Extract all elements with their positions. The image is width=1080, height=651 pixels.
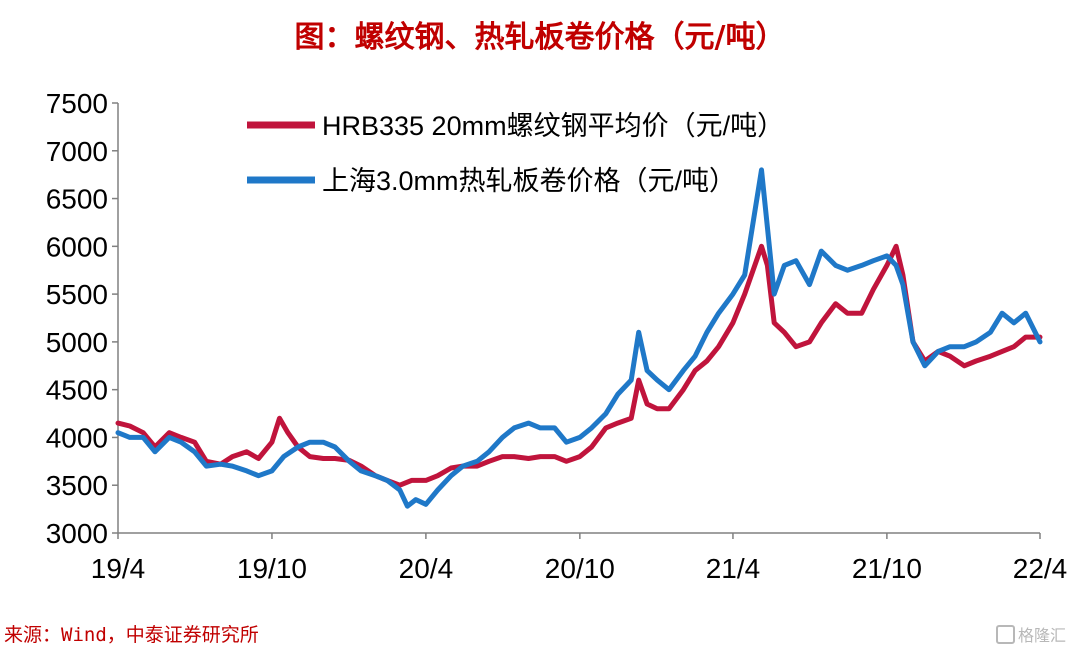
y-tick-label: 4500 bbox=[46, 375, 108, 406]
legend-label-hrc: 上海3.0mm热轧板卷价格（元/吨） bbox=[322, 166, 736, 196]
legend: HRB335 20mm螺纹钢平均价（元/吨） 上海3.0mm热轧板卷价格（元/吨） bbox=[247, 111, 784, 196]
y-tick-label: 7500 bbox=[46, 88, 108, 119]
watermark-text: 格隆汇 bbox=[1017, 626, 1066, 645]
series-line-hrc bbox=[115, 167, 1043, 509]
y-tick-label: 3500 bbox=[46, 470, 108, 501]
legend-label-rebar: HRB335 20mm螺纹钢平均价（元/吨） bbox=[322, 111, 784, 141]
x-tick-label: 21/10 bbox=[852, 553, 922, 584]
source-note: 来源：Wind，中泰证券研究所 bbox=[4, 624, 259, 646]
watermark-logo: 格隆汇 bbox=[995, 622, 1066, 646]
axes: 3000 3500 4000 4500 5000 5500 6000 6500 7000 7500… bbox=[46, 88, 1068, 584]
series-lines bbox=[115, 167, 1043, 509]
y-tick-label: 6500 bbox=[46, 184, 108, 215]
x-tick-label: 20/10 bbox=[545, 553, 615, 584]
y-tick-label: 4000 bbox=[46, 422, 108, 453]
y-tick-label: 3000 bbox=[46, 518, 108, 549]
chart-title: 图：螺纹钢、热轧板卷价格（元/吨） bbox=[294, 20, 786, 55]
y-tick-label: 5500 bbox=[46, 279, 108, 310]
watermark-icon bbox=[995, 625, 1015, 644]
x-tick-label: 19/4 bbox=[91, 553, 146, 584]
y-tick-label: 7000 bbox=[46, 136, 108, 167]
y-tick-label: 6000 bbox=[46, 231, 108, 262]
x-tick-label: 21/4 bbox=[706, 553, 761, 584]
x-tick-label: 20/4 bbox=[399, 553, 454, 584]
y-tick-label: 5000 bbox=[46, 327, 108, 358]
x-tick-label: 19/10 bbox=[237, 553, 307, 584]
x-tick-label: 22/4 bbox=[1013, 553, 1068, 584]
